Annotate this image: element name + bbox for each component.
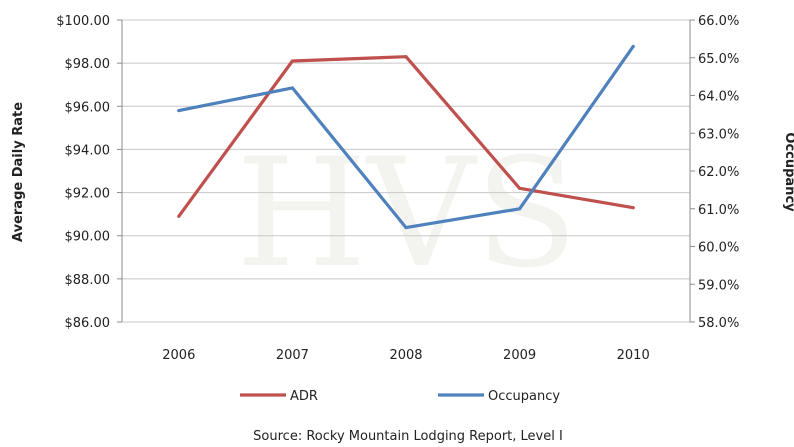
x-tick-label: 2006 xyxy=(162,348,195,363)
legend-label-adr: ADR xyxy=(290,389,318,404)
x-axis-ticks: 2006 2007 2008 2009 2010 xyxy=(162,348,649,363)
right-axis-title: Occupancy xyxy=(782,132,794,212)
left-tick-label: $100.00 xyxy=(56,14,110,29)
source-note: Source: Rocky Mountain Lodging Report, L… xyxy=(253,429,563,444)
occupancy-point xyxy=(631,44,635,48)
left-tick-label: $98.00 xyxy=(65,57,111,72)
legend: ADR Occupancy xyxy=(240,389,560,404)
occupancy-point xyxy=(518,207,522,211)
legend-label-occupancy: Occupancy xyxy=(488,389,560,404)
occupancy-point xyxy=(404,226,408,230)
left-tick-label: $90.00 xyxy=(65,230,111,245)
right-tick-label: 63.0% xyxy=(698,127,739,142)
right-axis-ticks: 66.0% 65.0% 64.0% 63.0% 62.0% 61.0% 60.0% 59.0%… xyxy=(690,14,739,331)
x-tick-label: 2010 xyxy=(617,348,650,363)
left-tick-label: $86.00 xyxy=(65,316,111,331)
x-tick-label: 2007 xyxy=(276,348,309,363)
left-axis-title: Average Daily Rate xyxy=(11,102,26,242)
right-tick-label: 62.0% xyxy=(698,165,739,180)
occupancy-point xyxy=(177,109,181,113)
x-tick-label: 2009 xyxy=(503,348,536,363)
left-tick-label: $88.00 xyxy=(65,273,111,288)
watermark-text: HVS xyxy=(236,127,578,301)
right-tick-label: 59.0% xyxy=(698,278,739,293)
right-tick-label: 58.0% xyxy=(698,316,739,331)
right-tick-label: 65.0% xyxy=(698,52,739,67)
adr-point xyxy=(404,55,408,59)
series-lines xyxy=(177,44,635,230)
adr-point xyxy=(631,206,635,210)
right-tick-label: 66.0% xyxy=(698,14,739,29)
adr-point xyxy=(290,59,294,63)
adr-point xyxy=(177,214,181,218)
left-axis-ticks: $100.00 $98.00 $96.00 $94.00 $92.00 $90.00 $88… xyxy=(56,14,122,331)
occupancy-point xyxy=(290,86,294,90)
left-tick-label: $92.00 xyxy=(65,187,111,202)
right-tick-label: 64.0% xyxy=(698,90,739,105)
left-tick-label: $96.00 xyxy=(65,100,111,115)
left-tick-label: $94.00 xyxy=(65,143,111,158)
x-tick-label: 2008 xyxy=(389,348,422,363)
adr-point xyxy=(518,186,522,190)
gridlines xyxy=(121,19,691,323)
right-tick-label: 60.0% xyxy=(698,241,739,256)
right-tick-label: 61.0% xyxy=(698,203,739,218)
